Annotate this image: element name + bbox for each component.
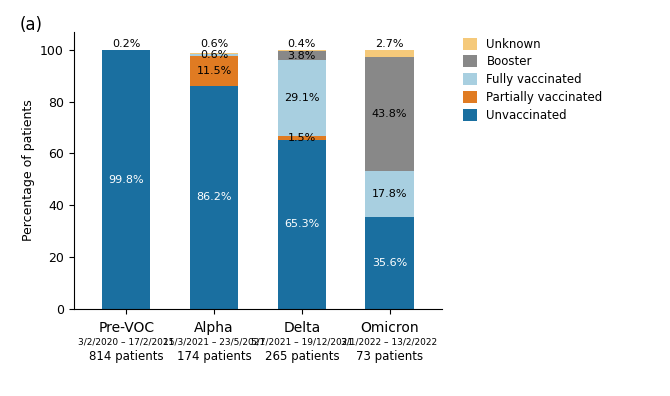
Text: 265 patients: 265 patients <box>265 350 339 364</box>
Bar <box>365 57 413 171</box>
Text: 99.8%: 99.8% <box>109 175 144 185</box>
Text: 0.4%: 0.4% <box>287 38 316 49</box>
Text: 5/7/2021 – 19/12/2021: 5/7/2021 – 19/12/2021 <box>251 337 353 346</box>
Text: Alpha: Alpha <box>194 321 234 335</box>
Text: 0.6%: 0.6% <box>200 50 228 60</box>
Y-axis label: Percentage of patients: Percentage of patients <box>21 99 35 241</box>
Bar <box>190 56 239 86</box>
Bar <box>365 171 413 217</box>
Text: 814 patients: 814 patients <box>89 350 163 364</box>
Text: 3/2/2020 – 17/2/2021: 3/2/2020 – 17/2/2021 <box>78 337 174 346</box>
Bar <box>190 54 239 56</box>
Bar <box>365 217 413 309</box>
Bar <box>277 61 326 136</box>
Text: 86.2%: 86.2% <box>196 192 232 202</box>
Text: 17.8%: 17.8% <box>372 188 407 199</box>
Bar <box>277 140 326 309</box>
Text: 2.7%: 2.7% <box>375 38 404 49</box>
Text: Delta: Delta <box>283 321 320 335</box>
Text: 3/1/2022 – 13/2/2022: 3/1/2022 – 13/2/2022 <box>342 337 438 346</box>
Text: 15/3/2021 – 23/5/2021: 15/3/2021 – 23/5/2021 <box>163 337 265 346</box>
Bar <box>365 50 413 57</box>
Text: 73 patients: 73 patients <box>356 350 423 364</box>
Text: Pre-VOC: Pre-VOC <box>98 321 154 335</box>
Text: 43.8%: 43.8% <box>372 109 407 119</box>
Text: 1.5%: 1.5% <box>287 133 316 143</box>
Legend: Unknown, Booster, Fully vaccinated, Partially vaccinated, Unvaccinated: Unknown, Booster, Fully vaccinated, Part… <box>463 38 603 122</box>
Text: 0.6%: 0.6% <box>200 38 228 49</box>
Bar <box>190 53 239 54</box>
Bar <box>277 50 326 51</box>
Text: 174 patients: 174 patients <box>177 350 251 364</box>
Bar <box>277 51 326 61</box>
Text: (a): (a) <box>20 16 43 34</box>
Text: Omicron: Omicron <box>360 321 419 335</box>
Bar <box>103 50 151 309</box>
Text: 3.8%: 3.8% <box>287 51 316 61</box>
Text: 0.2%: 0.2% <box>112 38 141 49</box>
Bar <box>190 86 239 309</box>
Bar <box>277 136 326 140</box>
Text: 65.3%: 65.3% <box>284 219 320 229</box>
Text: 35.6%: 35.6% <box>372 258 407 268</box>
Text: 11.5%: 11.5% <box>196 66 232 76</box>
Text: 29.1%: 29.1% <box>284 93 320 103</box>
